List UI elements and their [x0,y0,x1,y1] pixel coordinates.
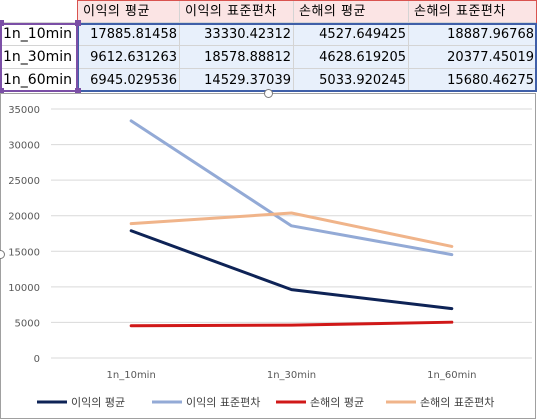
table-cell[interactable]: 18578.88812 [180,46,294,69]
y-tick-label: 15000 [8,247,40,258]
x-tick-label: 1n_30min [267,370,316,381]
y-tick-label: 25000 [8,176,40,187]
table-cell[interactable]: 33330.42312 [180,23,294,46]
table-cell[interactable]: 6945.029536 [78,69,180,92]
table-cell[interactable]: 20377.45019 [409,46,537,69]
row-label-60min[interactable]: 1n_60min [0,69,78,92]
y-tick-label: 10000 [8,283,40,294]
legend-label[interactable]: 손해의 표준편차 [420,395,494,409]
header-cell-loss-mean[interactable]: 손해의 평균 [294,0,409,23]
series-line-1[interactable] [129,119,454,257]
legend-label[interactable]: 손해의 평균 [310,395,364,409]
y-tick-label: 20000 [8,212,40,223]
table-cell[interactable]: 17885.81458 [78,23,180,46]
resize-handle-top[interactable] [264,89,273,98]
table-cell[interactable]: 4628.619205 [294,46,409,69]
series-line-2[interactable] [129,320,454,328]
legend-label[interactable]: 이익의 표준편차 [186,396,260,409]
header-cell-profit-mean[interactable]: 이익의 평균 [78,0,180,23]
table-cell[interactable]: 4527.649425 [294,23,409,46]
resize-handle-left[interactable] [0,250,5,259]
header-cell-profit-std[interactable]: 이익의 표준편차 [180,0,294,23]
x-tick-label: 1n_60min [427,370,476,381]
header-cell-loss-std[interactable]: 손해의 표준편차 [409,0,537,23]
table-cell[interactable]: 14529.37039 [180,69,294,92]
y-tick-label: 0 [34,354,40,365]
legend-label[interactable]: 이익의 평균 [71,396,125,409]
chart-area[interactable] [0,93,536,419]
series-line-0[interactable] [129,229,454,311]
table-cell[interactable]: 15680.46275 [409,69,537,92]
y-tick-label: 5000 [15,318,40,329]
data-table: 이익의 평균 이익의 표준편차 손해의 평균 손해의 표준편차 1n_10min… [0,0,537,94]
x-tick-label: 1n_10min [107,370,156,381]
y-tick-label: 30000 [8,141,40,152]
corner-cell[interactable] [0,0,78,23]
series-line-3[interactable] [129,211,454,248]
y-tick-label: 35000 [8,105,40,116]
table-cell[interactable]: 9612.631263 [78,46,180,69]
row-label-30min[interactable]: 1n_30min [0,46,78,69]
table-cell[interactable]: 18887.96768 [409,23,537,46]
row-label-10min[interactable]: 1n_10min [0,23,78,46]
line-chart: 0 5000 10000 15000 20000 25000 30000 35000 1n_1… [8,105,532,409]
table-cell[interactable]: 5033.920245 [294,69,409,92]
